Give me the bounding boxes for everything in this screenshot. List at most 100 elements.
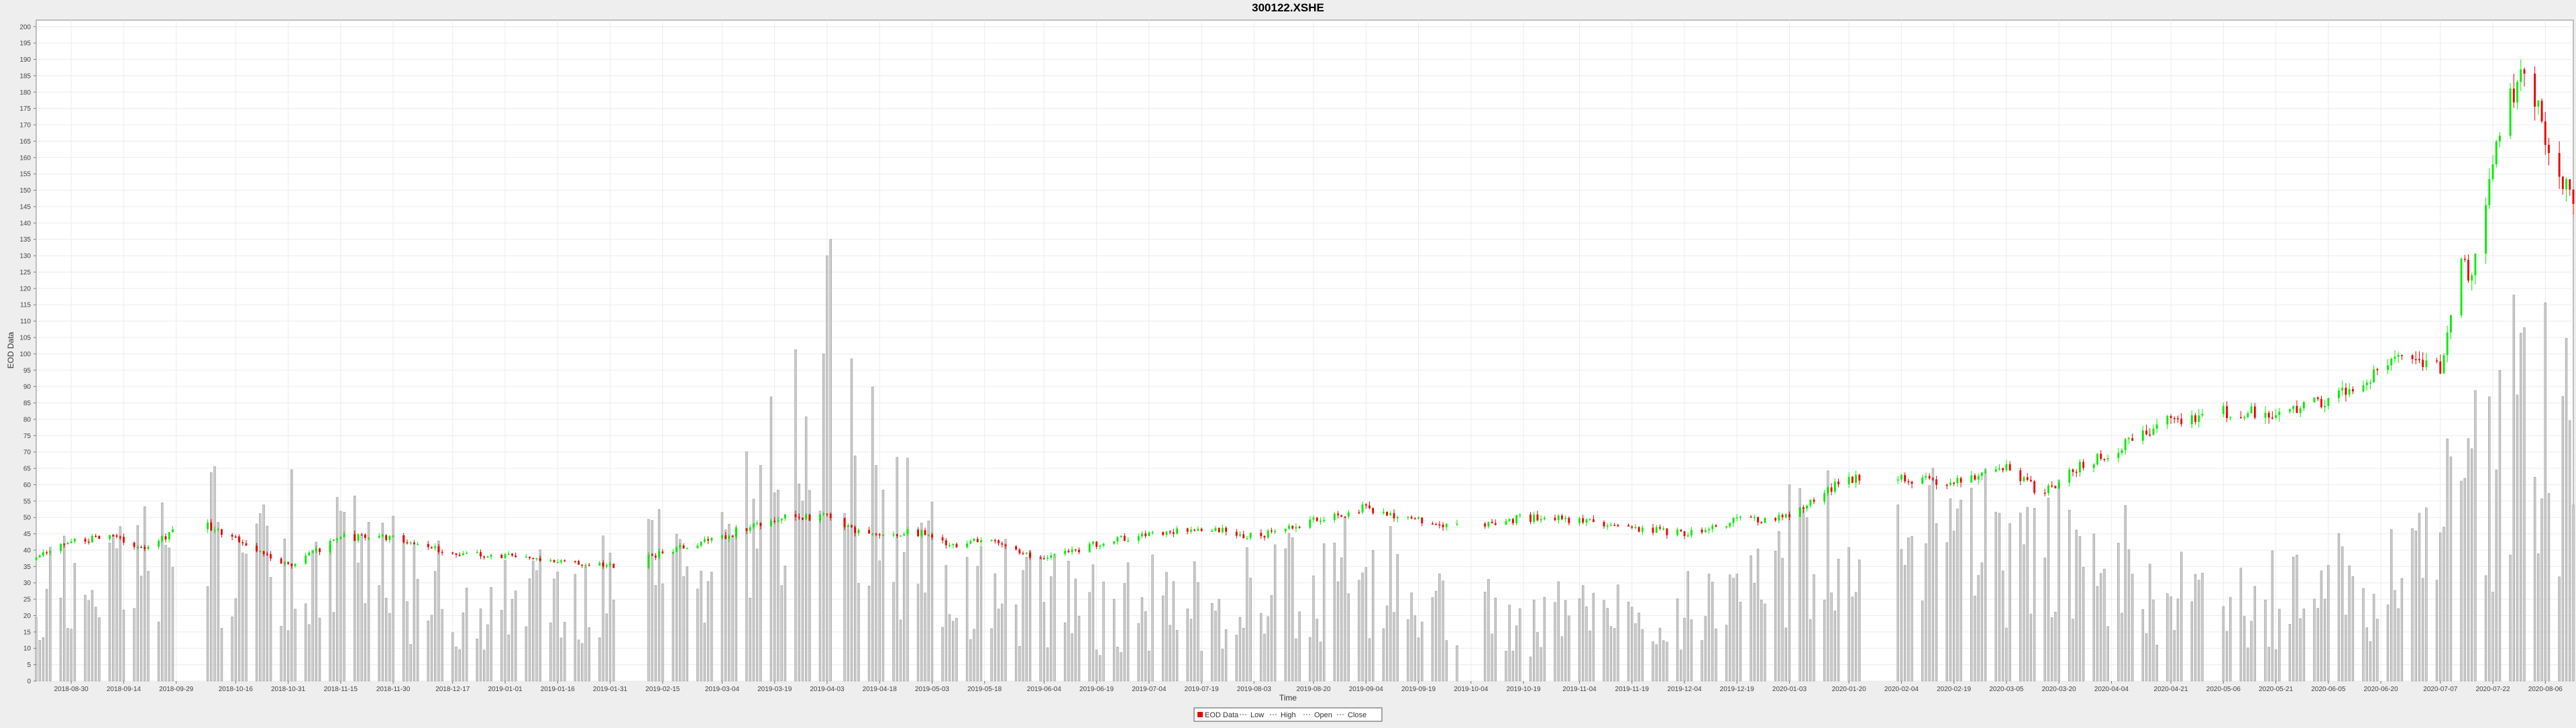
volume-bar	[1494, 597, 1497, 682]
volume-bar	[2072, 619, 2074, 682]
candle-body	[1617, 525, 1619, 527]
candle-body	[805, 514, 808, 520]
volume-bar	[2540, 498, 2543, 682]
candle-body	[2376, 369, 2379, 370]
candle-body	[66, 543, 69, 544]
volume-bar	[1858, 560, 1861, 682]
candle-body	[1407, 517, 1409, 518]
volume-bar	[1505, 651, 1507, 682]
volume-bar	[1809, 619, 1812, 682]
candle-body	[2072, 469, 2074, 472]
volume-bar	[1161, 595, 1165, 682]
volume-bar	[1004, 539, 1007, 682]
volume-bar	[1431, 597, 1434, 682]
volume-bar	[2348, 565, 2351, 682]
volume-bar	[647, 519, 650, 682]
volume-bar	[563, 621, 566, 682]
candle-body	[1977, 476, 1980, 480]
y-tick-label: 110	[20, 318, 31, 325]
candle-body	[2488, 178, 2491, 205]
volume-bar	[1655, 644, 1658, 682]
candle-body	[2128, 438, 2130, 439]
candle-body	[2316, 397, 2319, 399]
volume-bar	[2449, 456, 2453, 682]
volume-bar	[906, 458, 909, 682]
y-tick-label: 60	[23, 482, 32, 489]
candle-body	[1025, 552, 1028, 554]
volume-bar	[1701, 640, 1703, 682]
volume-bar	[1340, 557, 1343, 682]
candle-body	[2373, 369, 2375, 382]
candle-body	[2471, 275, 2473, 281]
candle-body	[1904, 474, 1907, 482]
volume-bar	[1750, 555, 1752, 682]
volume-bar	[1396, 554, 1399, 682]
volume-bar	[1974, 595, 1976, 682]
candle-body	[588, 564, 590, 566]
volume-bar	[857, 583, 860, 682]
volume-bar	[724, 529, 727, 682]
volume-bar	[1042, 602, 1046, 682]
candle-body	[2516, 82, 2518, 103]
candle-body	[710, 537, 713, 541]
candle-body	[2117, 452, 2120, 458]
volume-bar	[1925, 543, 1927, 682]
candle-body	[1701, 529, 1703, 533]
volume-bar	[2516, 395, 2519, 682]
volume-bar	[304, 603, 307, 682]
candle-body	[49, 551, 52, 553]
candle-body	[368, 537, 370, 539]
volume-bar	[535, 570, 538, 682]
candle-body	[798, 517, 800, 519]
x-tick-label: 2019-05-03	[915, 686, 950, 693]
volume-bar	[1358, 580, 1360, 682]
volume-bar	[878, 560, 881, 682]
volume-bar	[1001, 603, 1004, 682]
candle-body	[1249, 533, 1252, 538]
volume-bar	[2288, 623, 2292, 682]
volume-bar	[973, 629, 975, 682]
volume-bar	[2376, 619, 2379, 682]
candle-body	[343, 534, 345, 537]
candle-body	[1389, 513, 1392, 516]
candle-body	[539, 558, 541, 561]
candle-body	[1271, 530, 1273, 532]
candle-body	[1239, 534, 1241, 536]
candle-body	[535, 558, 538, 560]
candle-body	[417, 543, 419, 545]
volume-bar	[1830, 592, 1833, 682]
candle-body	[1613, 525, 1616, 526]
volume-bar	[1491, 633, 1493, 682]
volume-bar	[1438, 573, 1441, 682]
candle-body	[1494, 523, 1497, 525]
volume-bar	[2292, 556, 2295, 682]
volume-bar	[1312, 575, 1315, 682]
volume-bar	[1333, 542, 1336, 682]
volume-bars	[35, 239, 2575, 682]
volume-bar	[220, 628, 223, 682]
candle-body	[578, 561, 580, 565]
volume-bar	[84, 594, 87, 682]
candle-body	[1491, 521, 1493, 523]
candle-body	[95, 535, 97, 537]
candle-body	[1022, 553, 1024, 555]
volume-bar	[482, 649, 486, 682]
y-tick-label: 35	[23, 564, 32, 571]
candle-body	[84, 538, 87, 542]
volume-bar	[1805, 517, 1809, 682]
volume-bar	[2243, 616, 2246, 682]
candle-body	[1980, 472, 1983, 476]
volume-bar	[511, 599, 514, 682]
candle-body	[1847, 476, 1850, 484]
candle-body	[1560, 515, 1563, 519]
volume-bar	[1151, 554, 1154, 682]
candle-body	[213, 530, 216, 531]
volume-bar	[1515, 625, 1518, 682]
candle-body	[2345, 387, 2347, 395]
candle-body	[1589, 519, 1591, 521]
candle-body	[1284, 528, 1287, 531]
volume-bar	[2365, 627, 2368, 682]
candle-body	[931, 534, 933, 537]
candle-body	[332, 539, 335, 541]
volume-bar	[2239, 568, 2243, 682]
